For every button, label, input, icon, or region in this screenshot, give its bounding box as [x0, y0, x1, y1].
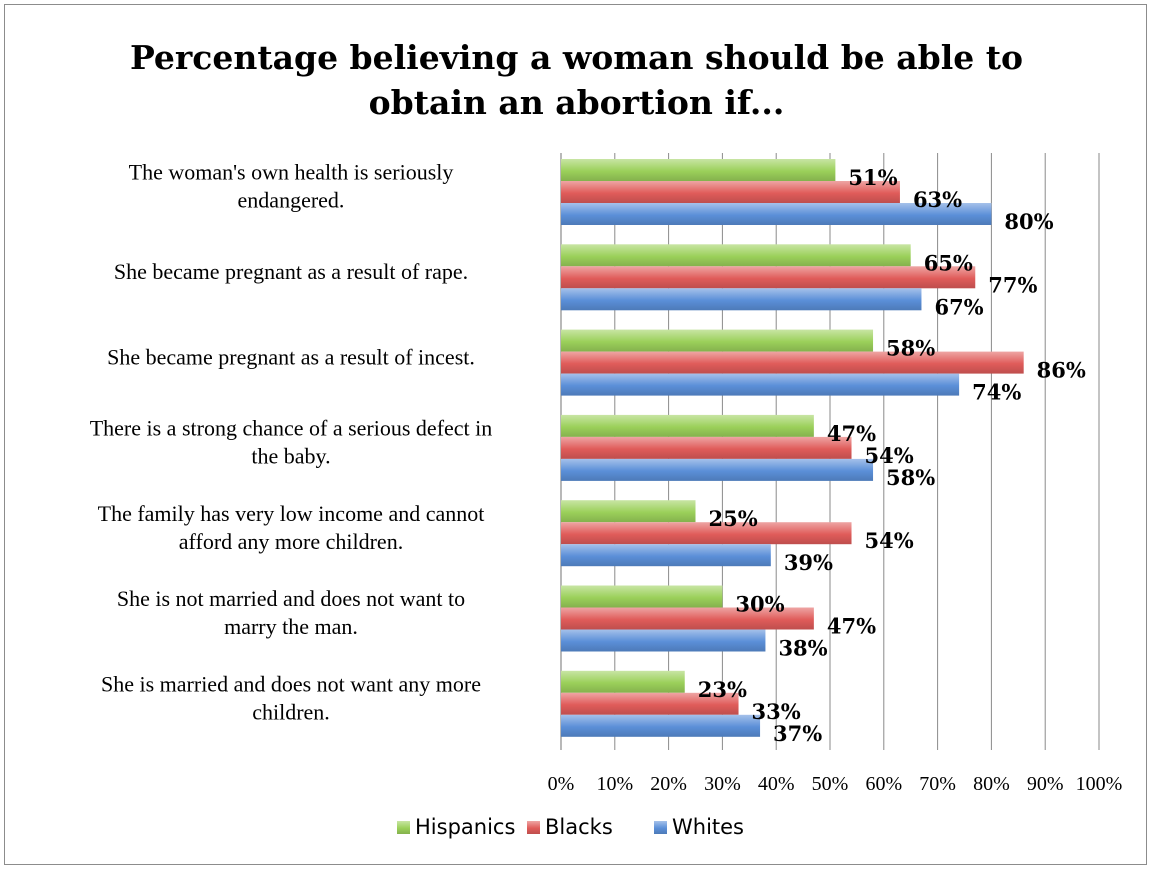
data-label: 67%	[934, 294, 983, 319]
x-tick-label: 0%	[548, 773, 575, 795]
data-label: 54%	[865, 528, 914, 553]
data-label: 77%	[988, 272, 1037, 297]
x-tick-label: 10%	[596, 773, 633, 795]
data-label: 63%	[913, 187, 962, 212]
x-tick-label: 70%	[919, 773, 956, 795]
x-tick-label: 90%	[1027, 773, 1064, 795]
x-tick-label: 40%	[758, 773, 795, 795]
bar-whites-1	[561, 288, 922, 311]
bar-blacks-2	[561, 351, 1024, 374]
bar-whites-2	[561, 373, 960, 396]
legend-swatch-blacks	[527, 821, 540, 834]
bar-hispanics-5	[561, 585, 723, 608]
x-axis-ticks: 0% 10% 20% 30% 40% 50% 60% 70% 80% 90% 100%	[548, 773, 1123, 795]
chart-frame: Percentage believing a woman should be a…	[4, 4, 1147, 865]
bars	[561, 159, 1024, 737]
chart-title: Percentage believing a woman should be a…	[129, 38, 1023, 122]
category-label: The woman's own health is seriously endan…	[129, 160, 454, 213]
bar-blacks-4	[561, 522, 852, 545]
bar-blacks-0	[561, 181, 900, 203]
bar-whites-4	[561, 544, 771, 567]
bar-blacks-1	[561, 266, 976, 289]
data-label: 58%	[886, 336, 935, 361]
legend-swatch-hispanics	[397, 821, 410, 834]
data-label: 80%	[1004, 209, 1053, 234]
bar-whites-0	[561, 203, 992, 225]
data-label: 37%	[773, 721, 822, 746]
data-label: 58%	[886, 465, 935, 490]
category-label: She became pregnant as a result of inces…	[107, 344, 475, 369]
bar-hispanics-1	[561, 244, 911, 267]
bar-blacks-6	[561, 692, 739, 715]
bar-hispanics-6	[561, 670, 685, 693]
bar-hispanics-2	[561, 329, 874, 352]
bar-hispanics-3	[561, 414, 814, 437]
category-label: There is a strong chance of a serious de…	[90, 416, 493, 469]
data-label: 38%	[778, 636, 827, 661]
data-label: 65%	[924, 250, 973, 275]
data-label: 47%	[827, 421, 876, 446]
x-tick-label: 20%	[650, 773, 687, 795]
x-tick-label: 50%	[812, 773, 849, 795]
data-label: 51%	[848, 165, 897, 190]
bar-whites-5	[561, 629, 766, 652]
data-label: 33%	[752, 699, 801, 724]
data-label: 74%	[972, 380, 1021, 405]
bar-hispanics-4	[561, 500, 696, 523]
data-label: 54%	[865, 443, 914, 468]
data-label: 39%	[784, 550, 833, 575]
bar-hispanics-0	[561, 159, 836, 181]
x-tick-label: 60%	[865, 773, 902, 795]
category-label: She became pregnant as a result of rape.	[114, 259, 468, 284]
legend-label-hispanics: Hispanics	[415, 815, 515, 839]
bar-blacks-5	[561, 607, 814, 630]
legend-label-blacks: Blacks	[545, 815, 613, 839]
legend-label-whites: Whites	[672, 815, 744, 839]
category-labels: The woman's own health is seriously endan…	[90, 160, 493, 725]
bar-whites-6	[561, 714, 761, 737]
data-label: 25%	[709, 506, 758, 531]
category-label: She is married and does not want any mor…	[101, 671, 481, 724]
legend: Hispanics Blacks Whites	[397, 815, 744, 839]
x-tick-label: 100%	[1076, 773, 1123, 795]
x-tick-label: 30%	[704, 773, 741, 795]
legend-swatch-whites	[654, 821, 667, 834]
bar-blacks-3	[561, 436, 852, 459]
bar-whites-3	[561, 458, 874, 481]
category-label: The family has very low income and canno…	[98, 501, 485, 554]
data-label: 86%	[1037, 358, 1086, 383]
bar-chart-plot: 51%63%80%65%77%67%58%86%74%47%54%58%25%5…	[90, 153, 1123, 839]
x-tick-label: 80%	[973, 773, 1010, 795]
data-label: 30%	[735, 592, 784, 617]
category-label: She is not married and does not want to m…	[117, 586, 465, 639]
data-label: 47%	[827, 614, 876, 639]
data-label: 23%	[698, 677, 747, 702]
data-labels: 51%63%80%65%77%67%58%86%74%47%54%58%25%5…	[698, 165, 1086, 746]
